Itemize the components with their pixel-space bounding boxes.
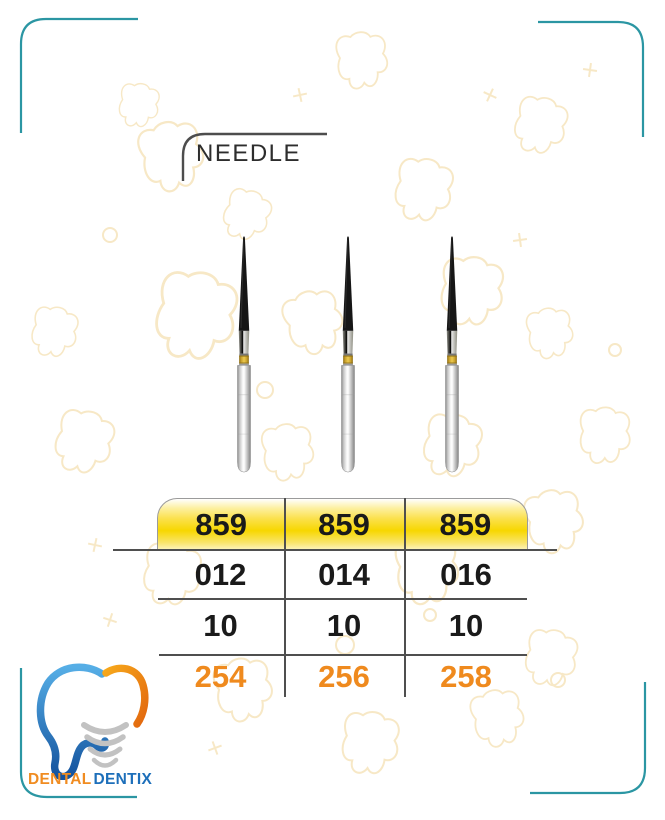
table-column-divider: [404, 498, 406, 697]
iso-size-cell: 014: [318, 556, 370, 592]
teal-frame-corner-top-right: [538, 20, 645, 137]
table-row-iso-size: 012 014 016: [157, 551, 528, 598]
iso-size-cell: 016: [440, 556, 492, 592]
figure-number-cell: 859: [195, 506, 248, 542]
table-row-reference: 254 256 258: [157, 655, 528, 699]
logo-word-dental: DENTAL: [28, 771, 92, 788]
implant-threads: [81, 722, 129, 768]
logo-wordmark: DENTAL DENTIX: [28, 771, 152, 789]
figure-number-cell: 859: [318, 506, 370, 542]
needle-bur-image-2: [340, 236, 356, 473]
table-rule: [158, 597, 527, 600]
logo-word-dentix: DENTIX: [93, 771, 153, 788]
table-rule: [159, 653, 527, 656]
reference-number-cell: 256: [318, 659, 370, 694]
tooth-outline-blue: [36, 663, 110, 780]
quantity-cell: 10: [448, 608, 484, 643]
shape-category-label: NEEDLE: [196, 140, 302, 167]
teal-frame-corner-bottom-right: [530, 682, 647, 795]
needle-bur-image-1: [236, 236, 252, 473]
tooth-implant-logo-icon: [36, 663, 149, 780]
table-rule: [113, 548, 557, 551]
needle-bur-image-3: [444, 236, 460, 473]
iso-size-cell: 012: [194, 556, 247, 592]
reference-number-cell: 258: [440, 659, 492, 694]
teal-frame-corner-bottom-left: [19, 668, 137, 799]
label-bracket-line: [181, 132, 327, 181]
quantity-cell: 10: [203, 608, 238, 643]
table-header-row: 859 859 859: [157, 498, 528, 550]
teal-frame-corner-top-left: [19, 17, 138, 133]
reference-number-cell: 254: [194, 659, 247, 694]
figure-number-cell: 859: [439, 506, 492, 542]
tooth-outline-orange: [102, 664, 149, 728]
table-column-divider: [284, 498, 286, 697]
quantity-cell: 10: [326, 608, 362, 643]
table-row-quantity: 10 10 10: [157, 600, 528, 652]
